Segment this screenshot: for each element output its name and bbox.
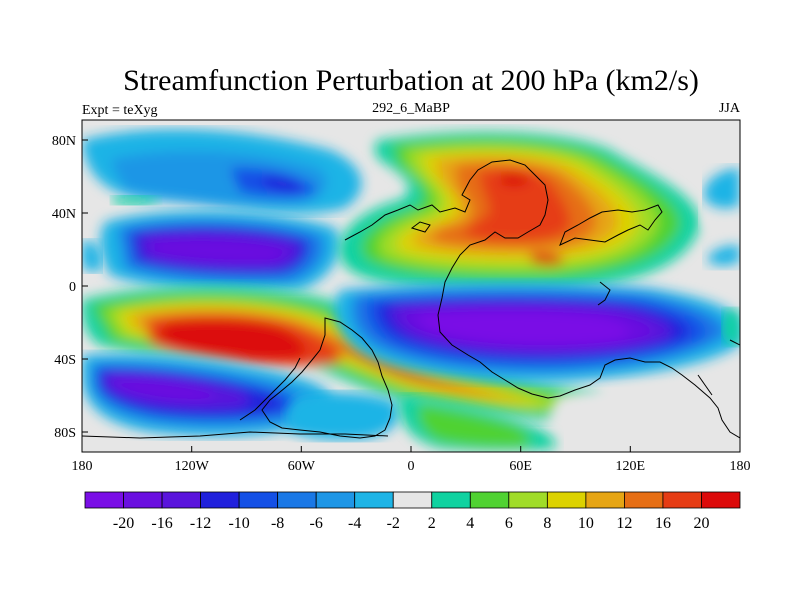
lon-label-180-east: 180 bbox=[730, 459, 751, 474]
colorbar-label: 2 bbox=[428, 515, 436, 532]
colorbar-swatch bbox=[238, 491, 279, 509]
positive-edge-south-east-pacific bbox=[722, 308, 740, 346]
colorbar-swatch bbox=[585, 491, 625, 509]
negative-anomaly-south-indian bbox=[335, 282, 740, 383]
lat-label-80n: 80N bbox=[52, 134, 76, 149]
axis-ticks bbox=[81, 139, 741, 452]
longitude-labels: 180 120W 60W 0 60E 120E 180 bbox=[72, 459, 751, 474]
lat-label-0: 0 bbox=[69, 280, 76, 295]
lon-label-120w: 120W bbox=[175, 459, 210, 474]
experiment-label: Expt = teXyg bbox=[82, 103, 158, 118]
lat-label-80s: 80S bbox=[54, 426, 76, 441]
positive-green-north-pacific bbox=[112, 195, 160, 205]
colorbar-swatch bbox=[701, 491, 741, 509]
colorbar-label: 6 bbox=[505, 515, 513, 532]
colorbar-label: -4 bbox=[348, 515, 361, 532]
lon-label-0: 0 bbox=[408, 459, 415, 474]
colorbar-swatch bbox=[392, 491, 433, 509]
colorbar-swatch bbox=[84, 491, 124, 509]
lon-label-120e: 120E bbox=[616, 459, 646, 474]
colorbar-label: 16 bbox=[655, 515, 671, 532]
colorbar-swatch bbox=[469, 491, 510, 509]
contour-field bbox=[82, 120, 740, 452]
colorbar-swatch bbox=[277, 491, 317, 509]
colorbar-label: 20 bbox=[693, 515, 709, 532]
colorbar-swatch bbox=[508, 491, 548, 509]
colorbar-label: 8 bbox=[543, 515, 551, 532]
lon-label-60w: 60W bbox=[288, 459, 316, 474]
colorbar-swatch bbox=[315, 491, 356, 509]
colorbar-label: -2 bbox=[387, 515, 400, 532]
colorbar-swatch bbox=[161, 491, 201, 509]
colorbar-label: -16 bbox=[151, 515, 172, 532]
colorbar-label: 10 bbox=[578, 515, 594, 532]
lat-label-40n: 40N bbox=[52, 207, 76, 222]
colorbar-swatch bbox=[354, 491, 394, 509]
positive-anomaly-southern-east bbox=[548, 383, 740, 452]
negative-anomaly-southern-ocean bbox=[82, 353, 333, 437]
colorbar: -20 -16 -12 -10 -8 -6 -4 -2 2 4 6 8 10 12 16 20 bbox=[84, 491, 741, 532]
negative-anomaly-southern-center bbox=[285, 392, 399, 440]
lon-label-60e: 60E bbox=[509, 459, 532, 474]
colorbar-label: -12 bbox=[190, 515, 211, 532]
colorbar-label: 12 bbox=[616, 515, 632, 532]
colorbar-label: 4 bbox=[466, 515, 474, 532]
colorbar-swatch bbox=[200, 491, 240, 509]
negative-anomaly-east-pacific-north bbox=[704, 168, 740, 266]
run-label: 292_6_MaBP bbox=[372, 101, 450, 116]
positive-anomaly-south-pacific bbox=[82, 285, 602, 420]
figure-title: Streamfunction Perturbation at 200 hPa (… bbox=[123, 64, 699, 97]
coastlines bbox=[82, 159, 740, 439]
negative-anomaly-north-pacific bbox=[82, 129, 362, 214]
negative-anomaly-subtropical-west bbox=[100, 210, 341, 292]
colorbar-label: -20 bbox=[113, 515, 134, 532]
positive-tail-south-atlantic bbox=[399, 395, 556, 451]
colorbar-swatch bbox=[624, 491, 664, 509]
colorbar-label: -10 bbox=[228, 515, 249, 532]
negative-anomaly-equatorial-west-edge bbox=[82, 240, 102, 273]
season-label: JJA bbox=[719, 101, 741, 116]
positive-anomaly-eurasia bbox=[339, 131, 700, 291]
colorbar-swatch bbox=[431, 491, 471, 509]
colorbar-swatch bbox=[546, 491, 587, 509]
colorbar-swatch bbox=[662, 491, 702, 509]
colorbar-swatch bbox=[123, 491, 163, 509]
lon-label-180-west: 180 bbox=[72, 459, 93, 474]
latitude-labels: 80N 40N 0 40S 80S bbox=[52, 134, 76, 441]
colorbar-label: -8 bbox=[271, 515, 284, 532]
colorbar-label: -6 bbox=[310, 515, 323, 532]
pos-anomaly-pacific-east-northern bbox=[700, 198, 740, 240]
lat-label-40s: 40S bbox=[54, 353, 76, 368]
